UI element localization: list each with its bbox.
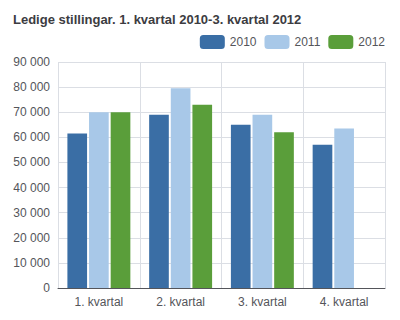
svg-text:10 000: 10 000 — [13, 256, 50, 270]
svg-text:2011: 2011 — [295, 35, 321, 49]
svg-text:40 000: 40 000 — [13, 181, 50, 195]
svg-text:1. kvartal: 1. kvartal — [75, 295, 124, 309]
svg-text:90 000: 90 000 — [13, 55, 50, 69]
svg-text:50 000: 50 000 — [13, 155, 50, 169]
svg-text:20 000: 20 000 — [13, 231, 50, 245]
svg-text:Ledige stillingar. 1. kvartal: Ledige stillingar. 1. kvartal 2010-3. kv… — [13, 12, 301, 27]
svg-text:3. kvartal: 3. kvartal — [238, 295, 287, 309]
svg-text:70 000: 70 000 — [13, 105, 50, 119]
svg-text:30 000: 30 000 — [13, 206, 50, 220]
svg-text:2010: 2010 — [230, 35, 257, 49]
svg-text:80 000: 80 000 — [13, 80, 50, 94]
svg-text:0: 0 — [43, 281, 50, 295]
svg-text:4. kvartal: 4. kvartal — [320, 295, 369, 309]
svg-text:2012: 2012 — [358, 35, 385, 49]
svg-text:60 000: 60 000 — [13, 130, 50, 144]
svg-text:2. kvartal: 2. kvartal — [156, 295, 205, 309]
